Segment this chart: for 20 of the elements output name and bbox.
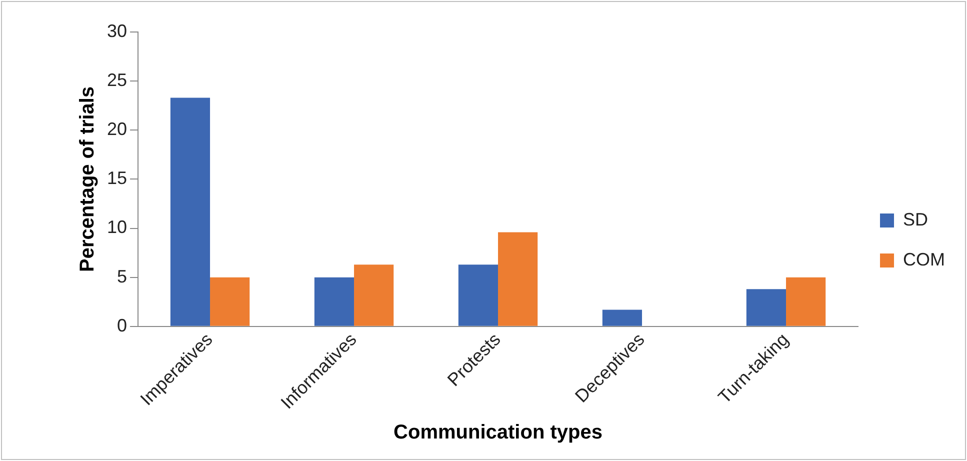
- bar: [458, 264, 498, 326]
- y-tick-label: 0: [117, 315, 128, 336]
- bar: [498, 232, 538, 326]
- bar: [210, 277, 250, 326]
- x-axis-title: Communication types: [394, 422, 602, 444]
- bar: [786, 277, 826, 326]
- legend-label: SD: [903, 209, 928, 230]
- y-axis-title: Percentage of trials: [76, 86, 99, 272]
- bar: [602, 310, 642, 326]
- y-tick-label: 20: [106, 119, 128, 140]
- legend-label: COM: [903, 249, 946, 270]
- bar: [170, 98, 210, 326]
- bar: [746, 289, 786, 326]
- y-tick-label: 15: [106, 168, 128, 188]
- y-tick-label: 25: [106, 70, 128, 90]
- y-tick-label: 30: [106, 20, 128, 41]
- bar: [314, 277, 354, 326]
- y-tick-label: 10: [106, 217, 128, 238]
- y-tick-label: 5: [117, 266, 128, 286]
- bar: [354, 264, 394, 326]
